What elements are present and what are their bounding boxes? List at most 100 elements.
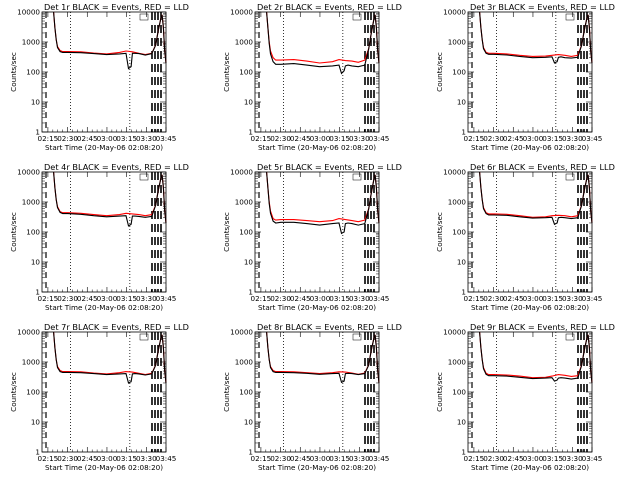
x-tick-label: 02:45 <box>77 294 98 303</box>
y-axis-label: Counts/sec <box>435 52 444 92</box>
x-tick-label: 02:30 <box>57 294 78 303</box>
y-tick-label: 100 <box>452 228 466 237</box>
x-tick-label: 03:45 <box>369 134 390 143</box>
x-axis-label: Start Time (20-May-06 02:08:20) <box>45 303 163 312</box>
chart-title: Det 2r BLACK = Events, RED = LLD <box>257 2 402 12</box>
y-axis-label: Counts/sec <box>9 52 18 92</box>
y-tick-label: 1 <box>248 448 253 457</box>
x-tick-label: 02:30 <box>57 134 78 143</box>
x-tick-label: 02:45 <box>77 454 98 463</box>
series-events <box>266 331 380 384</box>
corner-mark <box>352 173 362 181</box>
x-tick-label: 02:45 <box>290 454 311 463</box>
x-tick-label: 02:45 <box>503 294 524 303</box>
panel-1: Det 1r BLACK = Events, RED = LLD 1 10 100 10… <box>9 2 189 152</box>
x-axis-label: Start Time (20-May-06 02:08:20) <box>471 143 589 152</box>
x-tick-label: 03:30 <box>349 294 370 303</box>
chart-title: Det 3r BLACK = Events, RED = LLD <box>470 2 615 12</box>
y-tick-label: 1 <box>248 128 253 137</box>
y-tick-label: 10 <box>244 98 254 107</box>
y-tick-label: 10 <box>31 258 41 267</box>
panel-2: Det 2r BLACK = Events, RED = LLD 1 10 100 10… <box>222 2 402 152</box>
panel-3: Det 3r BLACK = Events, RED = LLD 1 10 100 10… <box>435 2 615 152</box>
x-axis-label: Start Time (20-May-06 02:08:20) <box>258 303 376 312</box>
y-tick-label: 10000 <box>230 168 253 177</box>
x-tick-label: 03:30 <box>136 134 157 143</box>
x-tick-label: 03:30 <box>349 454 370 463</box>
y-tick-label: 100 <box>26 228 40 237</box>
x-tick-label: 03:45 <box>156 134 177 143</box>
y-tick-label: 10 <box>244 418 254 427</box>
x-axis-label: Start Time (20-May-06 02:08:20) <box>258 143 376 152</box>
x-tick-label: 03:00 <box>523 134 544 143</box>
y-axis-label: Counts/sec <box>9 372 18 412</box>
panel-5: Det 5r BLACK = Events, RED = LLD 1 10 100 10… <box>222 162 402 312</box>
y-tick-label: 1 <box>461 288 466 297</box>
x-tick-label: 03:45 <box>582 454 603 463</box>
y-tick-label: 10 <box>31 418 41 427</box>
y-tick-label: 100 <box>239 228 253 237</box>
x-tick-label: 02:45 <box>503 134 524 143</box>
y-tick-label: 10 <box>457 258 467 267</box>
corner-mark <box>565 173 575 181</box>
y-axis-label: Counts/sec <box>9 212 18 252</box>
y-axis-label: Counts/sec <box>222 212 231 252</box>
x-tick-label: 03:15 <box>116 134 137 143</box>
chart-title: Det 6r BLACK = Events, RED = LLD <box>470 162 615 172</box>
x-tick-label: 03:45 <box>156 294 177 303</box>
chart-title: Det 1r BLACK = Events, RED = LLD <box>44 2 189 12</box>
corner-mark <box>352 13 362 21</box>
series-events <box>266 171 380 235</box>
y-tick-label: 100 <box>26 68 40 77</box>
x-tick-label: 03:30 <box>562 454 583 463</box>
x-axis-label: Start Time (20-May-06 02:08:20) <box>258 463 376 472</box>
y-tick-label: 1000 <box>448 198 467 207</box>
x-tick-label: 03:15 <box>542 134 563 143</box>
x-tick-label: 03:45 <box>369 294 390 303</box>
y-tick-label: 10000 <box>230 8 253 17</box>
x-axis-label: Start Time (20-May-06 02:08:20) <box>471 303 589 312</box>
x-tick-label: 03:15 <box>329 134 350 143</box>
x-tick-label: 02:15 <box>38 454 59 463</box>
x-tick-label: 03:45 <box>156 454 177 463</box>
y-tick-label: 1 <box>248 288 253 297</box>
x-tick-label: 02:30 <box>57 454 78 463</box>
panel-8: Det 8r BLACK = Events, RED = LLD 1 10 100 10… <box>222 322 402 472</box>
panel-7: Det 7r BLACK = Events, RED = LLD 1 10 100 10… <box>9 322 189 472</box>
y-axis-label: Counts/sec <box>435 212 444 252</box>
y-tick-label: 10000 <box>17 168 40 177</box>
x-tick-label: 02:15 <box>464 454 485 463</box>
series-events <box>53 11 167 70</box>
series-events <box>479 171 593 226</box>
series-events <box>53 331 167 384</box>
y-tick-label: 100 <box>26 388 40 397</box>
x-tick-label: 02:30 <box>270 454 291 463</box>
corner-mark <box>352 333 362 341</box>
series-events <box>266 11 380 75</box>
panel-4: Det 4r BLACK = Events, RED = LLD 1 10 100 10… <box>9 162 189 312</box>
panel-9: Det 9r BLACK = Events, RED = LLD 1 10 100 10… <box>435 322 615 472</box>
x-tick-label: 02:45 <box>290 294 311 303</box>
y-tick-label: 10000 <box>17 328 40 337</box>
y-tick-label: 100 <box>452 388 466 397</box>
x-tick-label: 03:15 <box>542 294 563 303</box>
chart-title: Det 8r BLACK = Events, RED = LLD <box>257 322 402 332</box>
y-tick-label: 10 <box>457 418 467 427</box>
y-tick-label: 10000 <box>443 168 466 177</box>
x-tick-label: 03:15 <box>116 294 137 303</box>
x-tick-label: 03:00 <box>523 454 544 463</box>
y-tick-label: 1 <box>461 128 466 137</box>
y-tick-label: 10000 <box>17 8 40 17</box>
x-tick-label: 03:30 <box>562 294 583 303</box>
x-tick-label: 03:30 <box>562 134 583 143</box>
x-axis-label: Start Time (20-May-06 02:08:20) <box>45 463 163 472</box>
y-tick-label: 1 <box>461 448 466 457</box>
x-tick-label: 03:30 <box>349 134 370 143</box>
panel-6: Det 6r BLACK = Events, RED = LLD 1 10 100 10… <box>435 162 615 312</box>
x-tick-label: 03:15 <box>116 454 137 463</box>
chart-title: Det 7r BLACK = Events, RED = LLD <box>44 322 189 332</box>
x-tick-label: 02:15 <box>251 454 272 463</box>
corner-mark <box>565 13 575 21</box>
y-tick-label: 10 <box>457 98 467 107</box>
